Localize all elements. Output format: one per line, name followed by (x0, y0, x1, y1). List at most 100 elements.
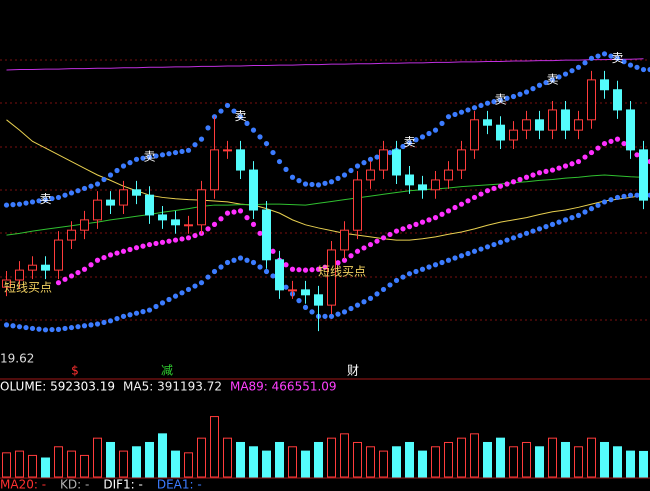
band-dot (614, 136, 621, 142)
band-dot (354, 163, 361, 169)
band-dot (3, 202, 10, 208)
band-dot (81, 323, 88, 329)
band-dot (595, 202, 601, 208)
band-dot (81, 185, 88, 192)
volume-bar (548, 437, 557, 478)
band-dot (484, 100, 491, 106)
band-dot (335, 260, 341, 266)
band-dot (114, 315, 120, 322)
band-dot (374, 154, 380, 160)
band-dot (491, 241, 497, 248)
band-dot (374, 238, 380, 244)
band-dot (309, 181, 315, 188)
candle-body (613, 89, 622, 111)
band-dot (348, 167, 354, 174)
band-dot (341, 257, 348, 263)
candle-body (379, 149, 388, 171)
candle-body (223, 149, 232, 152)
band-dot (400, 226, 406, 232)
band-dot (361, 299, 367, 305)
band-dot (400, 143, 406, 150)
band-dot (426, 130, 432, 137)
band-dot (497, 239, 504, 245)
volume-bar (340, 433, 349, 478)
band-dot (419, 266, 426, 272)
band-dot (270, 248, 276, 254)
band-dot (595, 145, 601, 151)
candle-body (54, 239, 63, 271)
band-dot (62, 192, 68, 198)
band-dot (387, 149, 393, 156)
band-dot (172, 293, 179, 299)
band-dot (556, 165, 562, 171)
band-dot (309, 267, 315, 273)
volume-bar (301, 450, 310, 478)
band-dot (224, 102, 231, 109)
band-dot (484, 244, 491, 250)
band-dot (101, 319, 107, 326)
band-dot (133, 245, 140, 251)
band-dot (588, 149, 595, 156)
buy-label: 短线买点 (4, 281, 52, 295)
indicator-line (6, 174, 644, 236)
candle-body (574, 119, 583, 131)
band-dot (192, 283, 198, 289)
band-dot (543, 168, 549, 175)
band-dot (120, 313, 127, 319)
volume-bar (28, 454, 37, 478)
volume-bar (158, 433, 167, 478)
volume-bar (496, 437, 505, 478)
band-dot (543, 79, 549, 86)
candle-body (444, 169, 453, 181)
band-dot (530, 86, 536, 92)
band-dot (166, 238, 172, 244)
band-dot (445, 114, 452, 120)
band-dot (543, 224, 549, 230)
band-dot (432, 215, 439, 221)
band-dot (159, 152, 166, 158)
band-dot (393, 277, 400, 284)
band-dot (419, 219, 426, 225)
band-dot (211, 268, 218, 275)
candle-body (587, 79, 596, 121)
band-dot (133, 310, 140, 316)
band-dot (36, 198, 42, 204)
candle-body (457, 149, 466, 171)
candle-body (2, 279, 11, 288)
band-dot (179, 290, 185, 296)
candle-body (483, 119, 492, 126)
band-dot (146, 307, 153, 313)
band-dot (101, 254, 107, 261)
band-dot (127, 160, 133, 166)
band-dot (536, 226, 543, 232)
band-dot (263, 140, 270, 147)
band-dot (88, 183, 94, 189)
band-dot (211, 221, 218, 227)
band-dot (601, 199, 608, 205)
band-dot (491, 99, 497, 105)
band-dot (400, 274, 406, 280)
band-dot (127, 246, 133, 253)
volume-bar (2, 452, 11, 478)
band-dot (49, 195, 55, 202)
band-dot (361, 245, 367, 251)
volume-bar (288, 446, 297, 478)
band-dot (68, 273, 75, 279)
band-dot (549, 77, 556, 83)
volume-bar (145, 441, 154, 478)
sell-label: 卖 (494, 93, 506, 107)
band-dot (484, 188, 491, 194)
candle-body (470, 119, 479, 151)
candle-body (236, 149, 245, 171)
volume-bar (431, 446, 440, 478)
band-dot (29, 325, 36, 332)
band-dot (471, 194, 478, 201)
band-dot (218, 108, 224, 114)
band-dot (530, 228, 536, 234)
band-dot (335, 175, 341, 181)
band-dot (94, 257, 101, 263)
band-dot (627, 192, 634, 198)
band-dot (426, 264, 432, 270)
band-dot (634, 64, 640, 70)
